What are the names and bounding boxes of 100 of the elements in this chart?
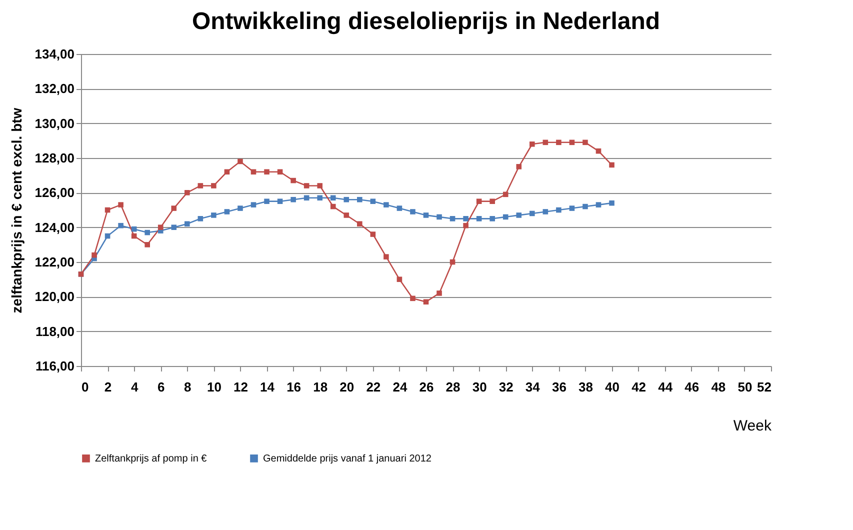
point	[198, 183, 204, 188]
point	[490, 198, 495, 204]
point	[476, 216, 482, 222]
point	[171, 206, 177, 211]
point	[463, 222, 468, 228]
point	[609, 200, 614, 206]
x-tick-label: 50	[738, 380, 752, 394]
x-tick-label: 40	[605, 380, 620, 394]
point	[238, 206, 243, 211]
point	[370, 232, 376, 237]
legend-label: Zelftankprijs af pomp in €	[95, 453, 208, 464]
point	[304, 183, 310, 188]
point	[330, 204, 336, 210]
x-tick-label: 18	[313, 380, 328, 394]
point	[224, 169, 230, 175]
point	[502, 214, 508, 220]
point	[184, 221, 190, 227]
x-tick-label: 8	[184, 380, 192, 394]
x-tick-label: 34	[525, 380, 541, 394]
y-tick-label: 128,00	[34, 150, 74, 166]
x-tick-label: 32	[498, 380, 514, 394]
point	[118, 202, 124, 208]
point	[463, 216, 468, 222]
point	[290, 196, 296, 202]
x-tick-label: 10	[206, 380, 222, 394]
point	[304, 195, 310, 201]
point	[144, 242, 150, 248]
point	[542, 209, 548, 214]
point	[396, 276, 402, 282]
point	[423, 212, 429, 218]
point	[370, 198, 376, 204]
x-tick-label: 0	[82, 380, 89, 394]
point	[211, 212, 216, 218]
point	[530, 210, 535, 216]
x-tick-label: 24	[392, 380, 408, 394]
point	[582, 204, 588, 210]
point	[569, 206, 575, 211]
point	[277, 169, 283, 175]
x-tick-label: 14	[260, 380, 276, 394]
point	[502, 192, 508, 198]
point	[317, 195, 322, 201]
x-tick-label: 22	[366, 380, 381, 394]
x-tick-label: 38	[578, 380, 593, 394]
point	[357, 196, 362, 202]
point	[238, 158, 243, 164]
x-tick-label: 2	[104, 380, 112, 394]
point	[357, 221, 362, 227]
point	[609, 162, 614, 168]
point	[490, 216, 495, 222]
point	[596, 202, 602, 208]
y-tick-label: 120,00	[34, 289, 74, 304]
x-tick-label: 44	[658, 380, 674, 394]
y-axis-title: zelftankprijs in € cent excl. btw	[8, 108, 25, 314]
point	[158, 224, 164, 230]
x-tick-label: 6	[158, 380, 165, 394]
point	[118, 222, 124, 228]
y-tick-label: 124,00	[34, 220, 74, 235]
point	[556, 207, 562, 213]
chart-title: Ontwikkeling dieselolieprijs in Nederland	[192, 8, 660, 35]
point	[410, 209, 416, 214]
x-tick-label: 46	[684, 380, 700, 394]
x-tick-label: 28	[446, 380, 460, 394]
x-tick-label: 12	[233, 380, 248, 394]
x-tick-label: 52	[757, 380, 772, 394]
point	[384, 254, 389, 260]
point	[516, 164, 522, 170]
x-tick-label: 48	[711, 380, 726, 394]
y-tick-label: 116,00	[35, 358, 74, 374]
x-tick-label: 4	[130, 380, 139, 394]
point	[264, 198, 270, 204]
point	[410, 296, 416, 302]
point	[250, 169, 256, 175]
point	[144, 230, 150, 236]
point	[436, 290, 442, 296]
x-tick-label: 20	[340, 380, 354, 394]
x-tick-label: 30	[472, 380, 487, 394]
y-tick-label: 134,00	[34, 46, 74, 62]
point	[396, 206, 402, 211]
point	[92, 252, 97, 258]
point	[184, 190, 190, 196]
x-tick-label: 16	[286, 380, 302, 394]
point	[198, 216, 204, 222]
y-tick-label: 132,00	[34, 81, 74, 96]
point	[264, 169, 270, 175]
point	[476, 198, 482, 204]
point	[530, 141, 535, 147]
y-tick-label: 118,00	[35, 324, 74, 339]
point	[344, 212, 350, 218]
point	[516, 212, 522, 218]
point	[582, 140, 588, 146]
point	[250, 202, 256, 208]
x-tick-label: 36	[552, 380, 566, 394]
legend-label: Gemiddelde prijs vanaf 1 januari 2012	[263, 453, 432, 464]
point	[344, 196, 350, 202]
point	[450, 216, 456, 222]
y-tick-label: 126,00	[34, 185, 74, 200]
x-tick-label: 42	[632, 380, 646, 394]
point	[556, 140, 562, 146]
point	[384, 202, 389, 208]
point	[211, 183, 216, 188]
